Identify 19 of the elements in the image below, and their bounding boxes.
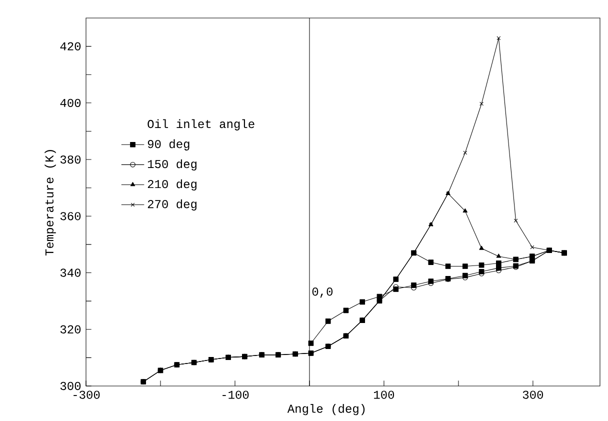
x-axis-title: Angle (deg) [287,404,365,416]
y-tick-label: 380 [60,155,81,164]
y-tick-label: 360 [60,212,81,220]
legend-label: 270 deg [148,199,196,211]
legend-title: Oil inlet angle [148,119,254,130]
x-tick-label: 300 [522,390,544,399]
series-label: 0,0 [312,288,333,298]
y-tick-label: 400 [60,98,81,107]
legend-label: 210 deg [148,179,196,191]
y-axis-title: Temperature (K) [44,150,56,256]
x-tick-label: -100 [222,390,249,399]
x-tick-label: -300 [74,390,100,399]
y-tick-label: 420 [60,42,81,50]
y-tick-label: 340 [60,268,81,277]
y-tick-label: 300 [60,382,81,390]
y-tick-label: 320 [60,325,81,334]
x-tick-label: 100 [374,390,394,399]
legend-label: 150 deg [148,159,196,171]
legend-label: 90 deg [148,139,190,150]
